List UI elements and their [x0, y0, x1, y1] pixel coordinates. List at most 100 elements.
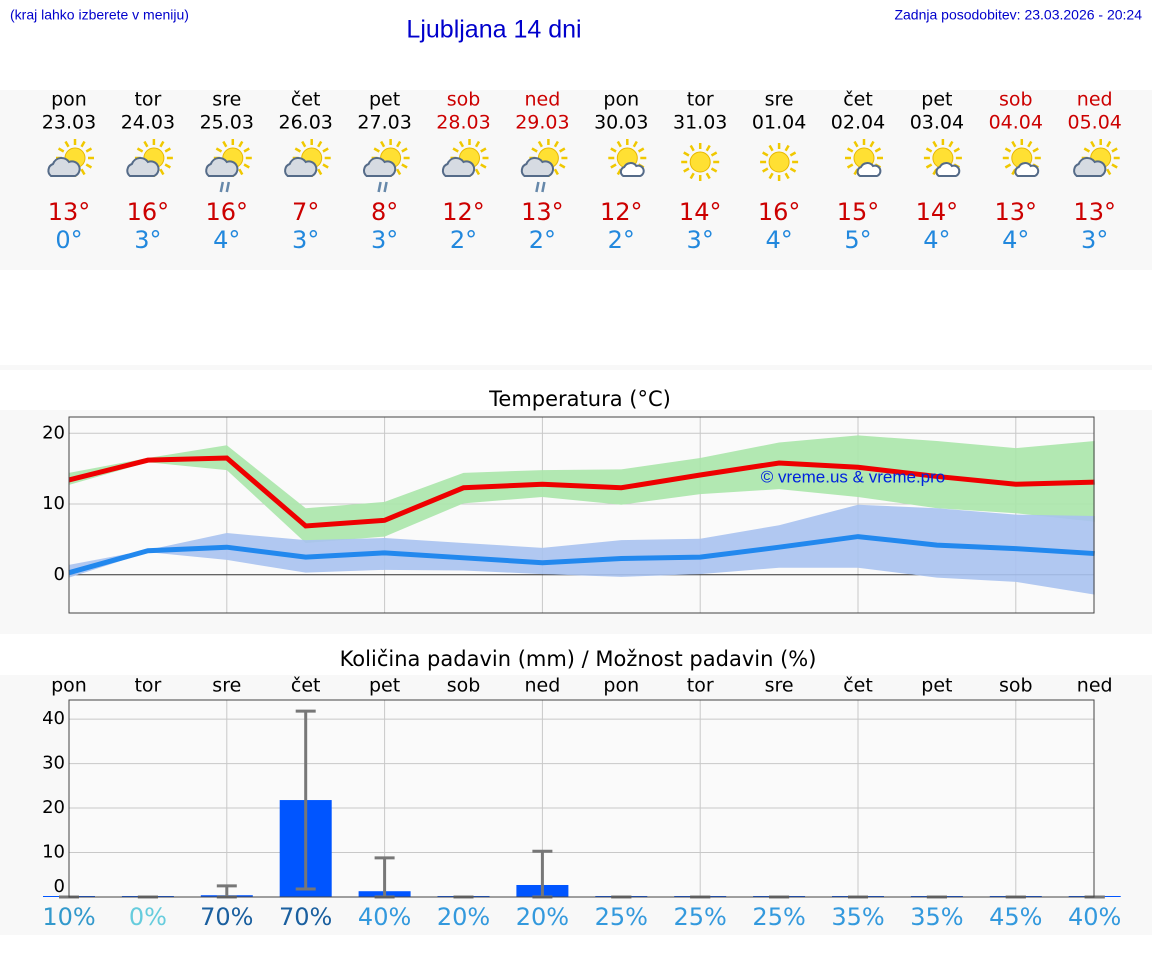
x-tick-label: tor: [687, 675, 714, 697]
temp-line: [68, 455, 1095, 529]
sun-ray: [458, 140, 465, 148]
y-tick-label: 40: [42, 708, 65, 729]
sun-ray: [401, 147, 408, 153]
max-temp: 16°: [206, 198, 249, 226]
sun-ray: [683, 167, 690, 173]
day-name: sob: [999, 89, 1033, 111]
chance-label: 40%: [358, 903, 411, 931]
max-temp: 14°: [916, 198, 959, 226]
sun-ray: [85, 163, 93, 169]
sun: [768, 151, 790, 173]
max-temp: 13°: [521, 198, 564, 226]
day-date: 23.03: [42, 112, 96, 134]
rain: [535, 181, 540, 193]
sun-ray: [85, 147, 93, 153]
sun-ray: [1004, 147, 1012, 153]
sun-ray: [480, 147, 487, 153]
day-date: 29.03: [515, 112, 569, 134]
sun-ray: [768, 172, 774, 180]
sun-ray: [768, 144, 774, 152]
sun-ray: [1090, 140, 1096, 148]
day-name: sob: [447, 89, 481, 111]
y-tick-label: 10: [42, 842, 65, 863]
day-name: tor: [687, 89, 714, 111]
sun-ray: [215, 147, 223, 153]
sun-ray: [159, 168, 165, 176]
max-temp: 12°: [442, 198, 485, 226]
sun-ray: [948, 140, 954, 148]
cloud: [1014, 162, 1040, 177]
sun-ray: [1083, 147, 1091, 153]
day-date: 28.03: [436, 112, 490, 134]
sun-ray: [553, 140, 559, 148]
cloud: [935, 162, 961, 177]
y-tick-label: 10: [42, 493, 65, 514]
sun-ray: [925, 163, 933, 169]
day-name: pet: [921, 89, 952, 111]
sun: [689, 151, 711, 173]
sun-ray: [396, 168, 402, 176]
x-tick-label: pon: [603, 675, 639, 697]
max-temp: 16°: [758, 198, 801, 226]
chance-label: 70%: [279, 903, 332, 931]
rain: [541, 181, 546, 193]
min-temp: 3°: [134, 226, 161, 254]
sun-ray: [789, 151, 797, 157]
sun-ray: [1106, 140, 1112, 148]
sun-ray: [396, 140, 402, 148]
sun-ray: [846, 163, 854, 169]
weather-icon: [681, 143, 720, 181]
cloud: [363, 157, 397, 177]
chance-label: 25%: [674, 903, 727, 931]
chance-label: 20%: [437, 903, 490, 931]
sun-ray: [238, 168, 244, 176]
sun-ray: [143, 140, 149, 148]
cloud: [1073, 157, 1107, 177]
max-temp: 14°: [679, 198, 722, 226]
chance-label: 35%: [831, 903, 884, 931]
sun-ray: [80, 140, 86, 148]
temp-line: [68, 534, 1095, 576]
sun-ray: [373, 147, 380, 153]
sun-ray: [164, 147, 171, 153]
x-tick-label: sob: [447, 675, 481, 697]
sun-ray: [159, 140, 165, 148]
weather-icon: [1073, 139, 1120, 177]
plot-frame: [68, 699, 1095, 898]
max-temp: 12°: [600, 198, 643, 226]
chance-label: 40%: [1068, 903, 1121, 931]
sun-ray: [57, 147, 65, 153]
weather-icon: [284, 139, 331, 177]
sun-ray: [610, 163, 617, 169]
sun-ray: [689, 144, 695, 152]
min-temp: 3°: [292, 226, 319, 254]
sun-ray: [238, 140, 244, 148]
sun-ray: [925, 147, 933, 153]
sun-ray: [1032, 147, 1039, 153]
rain: [377, 181, 382, 193]
x-tick-label: ned: [525, 675, 561, 697]
x-tick-label: čet: [291, 675, 321, 697]
sun-ray: [474, 168, 481, 176]
sun-ray: [1111, 147, 1118, 153]
day-date: 26.03: [278, 112, 332, 134]
range-band: [69, 435, 1095, 543]
min-temp: 3°: [371, 226, 398, 254]
sun-ray: [616, 140, 622, 148]
day-date: 05.04: [1067, 112, 1121, 134]
x-tick-label: pon: [51, 675, 87, 697]
chance-label: 35%: [910, 903, 963, 931]
min-temp: 2°: [450, 226, 477, 254]
max-temp: 16°: [127, 198, 170, 226]
plot-frame: [68, 416, 1095, 614]
weather-icon: [441, 139, 489, 177]
sun-ray: [932, 140, 938, 148]
x-tick-label: sre: [212, 675, 241, 697]
day-name: čet: [843, 89, 873, 111]
chance-label: 25%: [595, 903, 648, 931]
sun-ray: [1011, 140, 1017, 148]
max-temp: 13°: [995, 198, 1038, 226]
sun-ray: [553, 168, 559, 176]
